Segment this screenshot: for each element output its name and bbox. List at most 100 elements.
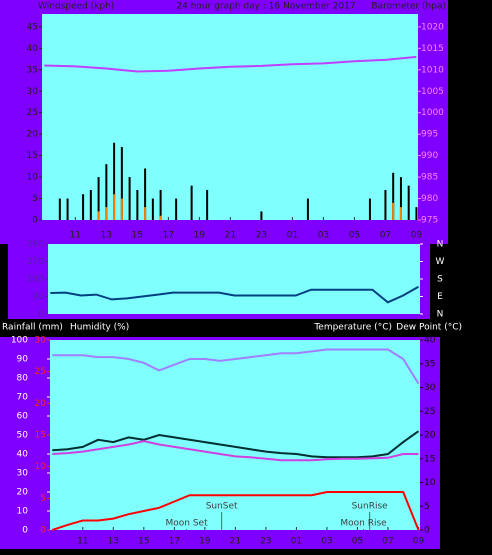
x-tick-label: 11 [77,537,88,547]
event-label: Moon Rise [340,519,387,529]
y-tick-label: 100 [11,336,28,346]
bar [120,198,123,220]
y2-tick-label: N [437,310,444,320]
y2-tick-label: N [437,240,444,250]
x-tick-label: 19 [194,231,206,241]
y2-tick-label: 1005 [421,87,444,97]
x-tick-label: 17 [169,537,180,547]
y-tick-label: 30 [27,87,39,97]
y2-tick-label: 985 [421,173,438,183]
barometer-axis-label: Barometer (hpa) [371,2,446,12]
event-label: SunSet [206,502,238,512]
chart-title: 24 hour graph day : 16 November 2017 [176,2,355,12]
humidity-axis-label: Humidity (%) [70,323,129,333]
y2-tick-label: 25 [424,407,435,417]
dewpoint-axis-label: Dew Point (°C) [396,323,462,333]
x-tick-label: 13 [108,537,119,547]
x-tick-label: 09 [413,537,425,547]
x-tick-label: 15 [132,231,143,241]
y-tick-label: 20 [27,130,39,140]
bar [89,189,92,220]
bar [260,211,263,220]
bar [120,147,123,220]
event-label: Moon Set [165,519,208,529]
bar [144,207,147,220]
x-tick-label: 15 [138,537,149,547]
bar [97,177,100,220]
bar [190,185,193,220]
bar [82,194,85,220]
y-tick-label: 60 [17,412,29,422]
y3-tick-label: 0 [40,526,46,536]
wind-plot [42,14,418,220]
bar [105,164,108,220]
y-tick-label: 0 [22,526,28,536]
bar [58,198,61,220]
y3-tick-label: 20 [35,399,47,409]
x-tick-label: 05 [349,231,360,241]
x-tick-label: 01 [291,537,302,547]
y2-tick-label: S [437,275,443,285]
x-tick-label: 17 [163,231,174,241]
y2-tick-label: 980 [421,194,438,204]
x-tick-label: 07 [382,537,393,547]
x-tick-label: 13 [101,231,112,241]
bar [113,142,116,220]
bar [392,172,395,220]
bar [151,198,154,220]
y2-tick-label: 5 [424,502,430,512]
y-tick-label: 10 [17,507,29,517]
x-tick-label: 11 [70,231,81,241]
temperature-axis-label: Temperature (°C) [313,323,392,333]
x-tick-label: 05 [352,537,363,547]
y-tick-label: 180 [27,275,44,285]
y3-tick-label: 25 [35,367,46,377]
wind-axis-label: Windspeed (kph) [38,2,114,12]
y3-tick-label: 5 [40,494,46,504]
y2-tick-label: 1000 [421,108,444,118]
x-tick-label: 23 [260,537,271,547]
y3-tick-label: 10 [35,462,47,472]
y2-tick-label: 10 [424,478,436,488]
bar [144,168,147,220]
bar [136,189,139,220]
y-tick-label: 40 [17,450,29,460]
y-tick-label: 20 [17,488,29,498]
bar [97,211,100,220]
x-tick-label: 19 [199,537,211,547]
direction-plot [48,244,420,314]
y-tick-label: 0 [38,310,44,320]
x-tick-label: 21 [230,537,241,547]
y-tick-label: 70 [17,393,29,403]
x-tick-label: 09 [411,231,423,241]
rain-axis-label: Rainfall (mm) [2,323,63,333]
y-tick-label: 90 [33,292,45,302]
series-line [52,440,419,462]
bar [306,198,309,220]
series-line [50,285,419,304]
y-tick-label: 5 [32,194,38,204]
bar [206,189,209,220]
bar [159,215,162,220]
y2-tick-label: 975 [421,216,438,226]
y-tick-label: 15 [27,151,38,161]
event-label: SunRise [352,502,389,512]
bar [407,185,410,220]
y2-tick-label: 995 [421,130,438,140]
y2-tick-label: 1010 [421,65,444,75]
y-tick-label: 25 [27,108,38,118]
series-line [52,348,420,385]
bar [175,198,178,220]
y-tick-label: 45 [27,22,38,32]
bar [392,202,395,220]
bar [105,207,108,220]
x-tick-label: 01 [287,231,298,241]
series-line [52,430,420,459]
y2-tick-label: 30 [424,383,436,393]
y2-tick-label: 40 [424,336,436,346]
y2-tick-label: 1015 [421,44,444,54]
bar [399,177,402,220]
y2-tick-label: 0 [424,526,430,536]
bar [399,207,402,220]
